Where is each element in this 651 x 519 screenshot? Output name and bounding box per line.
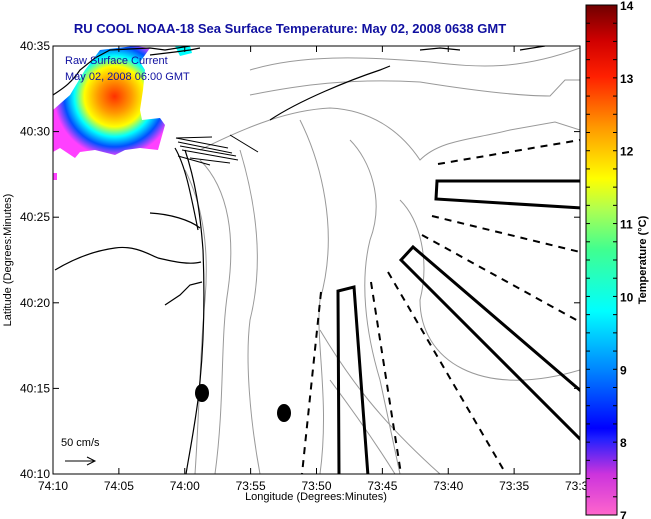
x-tick-label: 73:55 bbox=[236, 479, 266, 493]
y-tick-label: 40:30 bbox=[20, 125, 50, 139]
scale-arrow-icon bbox=[65, 456, 97, 466]
x-tick-label: 74:00 bbox=[170, 479, 200, 493]
scale-label: 50 cm/s bbox=[61, 437, 100, 449]
colorbar-tick-label: 9 bbox=[620, 363, 627, 377]
colorbar-tick-label: 14 bbox=[620, 0, 634, 13]
sst-pixel bbox=[53, 173, 57, 180]
box-east bbox=[434, 179, 580, 210]
current-vectors bbox=[175, 134, 259, 166]
colorbar bbox=[585, 4, 618, 516]
colorbar-label: Temperature (°C) bbox=[637, 215, 649, 304]
x-tick-label: 73:35 bbox=[499, 479, 529, 493]
y-tick-label: 40:20 bbox=[20, 296, 50, 310]
y-axis-label: Latitude (Degrees:Minutes) bbox=[2, 194, 14, 327]
x-axis-label: Longitude (Degrees:Minutes) bbox=[245, 491, 387, 503]
box-diagonal bbox=[398, 244, 580, 442]
x-tick-label: 73:45 bbox=[367, 479, 397, 493]
y-tick-label: 40:35 bbox=[20, 39, 50, 53]
colorbar-tick-label: 12 bbox=[620, 145, 634, 159]
y-tick-label: 40:15 bbox=[20, 381, 50, 395]
dashed-transects bbox=[301, 139, 580, 474]
x-tick-label: 74:05 bbox=[104, 479, 134, 493]
coastline bbox=[53, 46, 546, 474]
bathymetry-contours bbox=[184, 47, 580, 474]
marker-1 bbox=[195, 384, 209, 402]
y-tick-label: 40:10 bbox=[20, 467, 50, 481]
colorbar-tick-label: 13 bbox=[620, 72, 634, 86]
colorbar-ticks: 14 13 12 11 10 9 8 7 bbox=[586, 0, 634, 519]
sst-patch bbox=[53, 46, 165, 158]
y-tick-label: 40:25 bbox=[20, 210, 50, 224]
colorbar-tick-label: 11 bbox=[620, 218, 633, 232]
x-tick-label: 73:50 bbox=[301, 479, 331, 493]
x-tick-label: 74:10 bbox=[38, 479, 68, 493]
y-axis: 40:35 40:30 40:25 40:20 40:15 40:10 bbox=[20, 39, 580, 481]
legend-line-1: Raw Surface Current bbox=[65, 55, 168, 67]
colorbar-tick-label: 8 bbox=[620, 436, 627, 450]
legend-line-2: May 02, 2008 06:00 GMT bbox=[65, 71, 190, 83]
x-tick-label: 73:40 bbox=[433, 479, 463, 493]
colorbar-tick-label: 7 bbox=[620, 509, 627, 519]
box-south bbox=[336, 285, 370, 474]
colorbar-tick-label: 10 bbox=[620, 290, 634, 304]
chart-title: RU COOL NOAA-18 Sea Surface Temperature:… bbox=[73, 21, 507, 36]
study-boxes bbox=[336, 179, 580, 474]
marker-2 bbox=[277, 404, 291, 422]
